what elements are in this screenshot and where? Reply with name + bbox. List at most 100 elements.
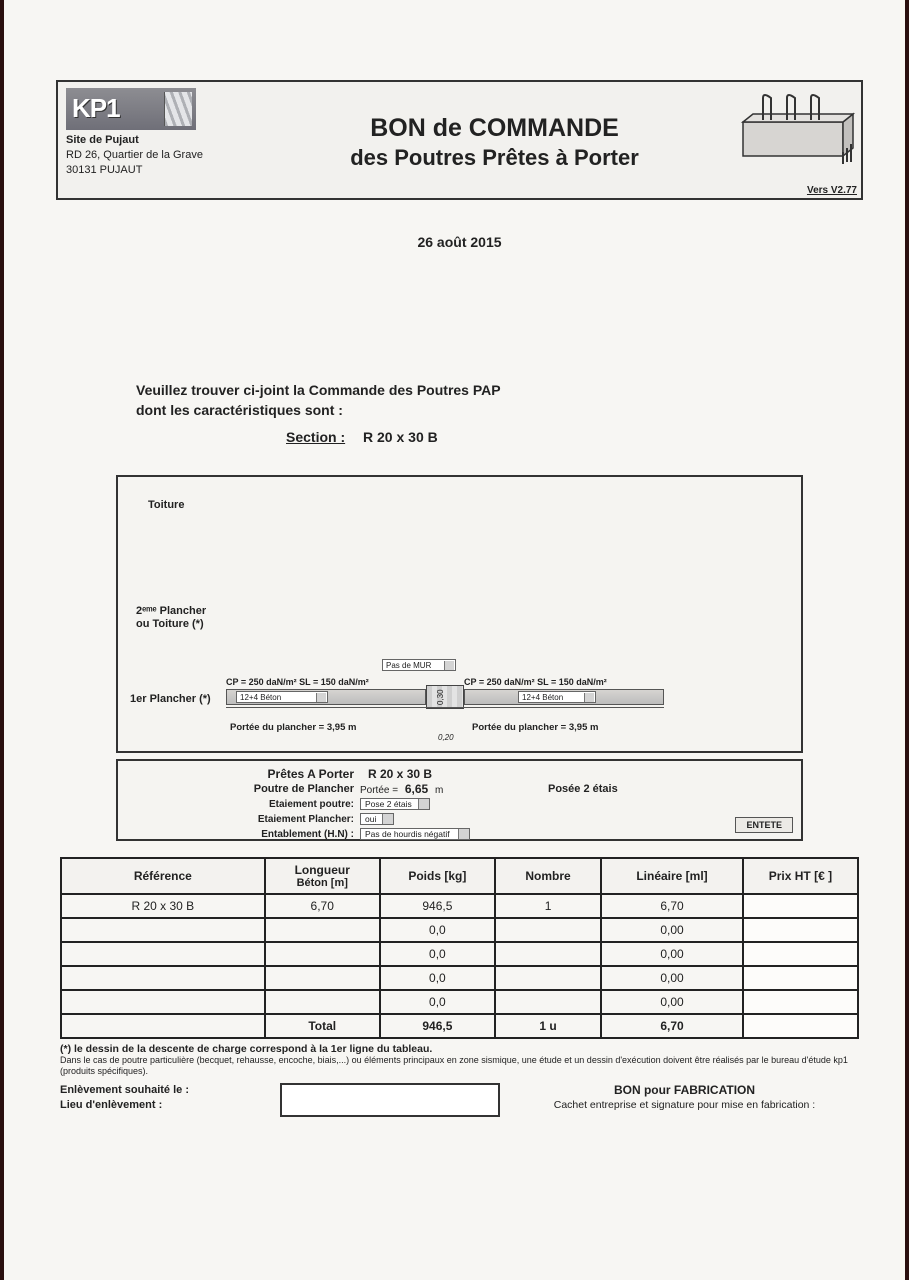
logo-stripes-icon — [164, 92, 192, 126]
etai-plancher-label: Etaiement Plancher: — [128, 814, 360, 825]
load-diagram: Toiture 2ᵉᵐᵉ Plancher ou Toiture (*) 1er… — [116, 475, 803, 753]
header-title: BON de COMMANDE des Poutres Prêtes à Por… — [258, 82, 731, 198]
site-addr1: RD 26, Quartier de la Grave — [66, 148, 250, 163]
entablement-label: Entablement (H.N) : — [128, 829, 360, 840]
footnote: (*) le dessin de la descente de charge c… — [60, 1043, 859, 1077]
enlevement-lieu-label: Lieu d'enlèvement : — [60, 1098, 270, 1113]
th-longueur-sub: Béton [m] — [272, 877, 373, 889]
cell-prix — [743, 918, 858, 942]
cell-lineaire: 0,00 — [601, 966, 743, 990]
document-date: 26 août 2015 — [56, 234, 863, 250]
select-etai-plancher[interactable]: oui — [360, 813, 394, 825]
loads-left: CP = 250 daN/m² SL = 150 daN/m² — [226, 677, 369, 687]
loads-right: CP = 250 daN/m² SL = 150 daN/m² — [464, 677, 607, 687]
delivery-block: Enlèvement souhaité le : Lieu d'enlèveme… — [60, 1083, 859, 1117]
footnote-line1: (*) le dessin de la descente de charge c… — [60, 1043, 859, 1056]
table-row: 0,00,00 — [61, 918, 858, 942]
footnote-line2: Dans le cas de poutre particulière (becq… — [60, 1055, 859, 1077]
cell-longueur — [265, 942, 380, 966]
cell-longueur — [265, 966, 380, 990]
cell-prix — [743, 894, 858, 918]
summary-poutre: Poutre de Plancher — [128, 783, 360, 795]
cell-prix — [743, 966, 858, 990]
cell-lineaire: 0,00 — [601, 918, 743, 942]
intro-line2: dont les caractéristiques sont : — [136, 400, 863, 420]
cell-total-lineaire: 6,70 — [601, 1014, 743, 1038]
document-page: KP1 Site de Pujaut RD 26, Quartier de la… — [0, 0, 909, 1280]
intro-line1: Veuillez trouver ci-joint la Commande de… — [136, 380, 863, 400]
cell-ref — [61, 942, 265, 966]
th-longueur-t: Longueur — [295, 863, 350, 877]
posee-label: Posée 2 étais — [548, 783, 618, 795]
table-total-row: Total946,51 u6,70 — [61, 1014, 858, 1038]
label-toiture: Toiture — [148, 499, 184, 511]
cell-nombre — [495, 918, 601, 942]
cell-prix — [743, 942, 858, 966]
version-label: Vers V2.77 — [807, 185, 857, 196]
title-line1: BON de COMMANDE — [258, 114, 731, 143]
cell-lineaire: 0,00 — [601, 942, 743, 966]
portee-value: 6,65 — [405, 782, 428, 796]
cell-lineaire: 6,70 — [601, 894, 743, 918]
logo-text: KP1 — [72, 91, 120, 126]
summary-pret: Prêtes A Porter — [128, 767, 360, 781]
cell-longueur: 6,70 — [265, 894, 380, 918]
cell-nombre — [495, 942, 601, 966]
dim-height: 0,30 — [436, 689, 445, 705]
cell-total-prix — [743, 1014, 858, 1038]
th-longueur: Longueur Béton [m] — [265, 858, 380, 894]
cell-prix — [743, 990, 858, 1014]
cell-nombre — [495, 990, 601, 1014]
select-block-left[interactable]: 12+4 Béton — [236, 691, 328, 703]
cell-total-label: Total — [265, 1014, 380, 1038]
site-addr2: 30131 PUJAUT — [66, 163, 250, 178]
select-block-right[interactable]: 12+4 Béton — [518, 691, 596, 703]
header-box: KP1 Site de Pujaut RD 26, Quartier de la… — [56, 80, 863, 200]
cell-poids: 0,0 — [380, 966, 495, 990]
cell-total-nombre: 1 u — [495, 1014, 601, 1038]
th-nombre: Nombre — [495, 858, 601, 894]
table-row: 0,0 0,00 — [61, 966, 858, 990]
header-left: KP1 Site de Pujaut RD 26, Quartier de la… — [58, 82, 258, 198]
beam-icon — [739, 88, 857, 168]
cell-ref: R 20 x 30 B — [61, 894, 265, 918]
select-entablement[interactable]: Pas de hourdis négatif — [360, 828, 470, 840]
summary-box: Prêtes A Porter R 20 x 30 B Poutre de Pl… — [116, 759, 803, 841]
select-mur[interactable]: Pas de MUR — [382, 659, 456, 671]
table-row: R 20 x 30 B6,70946,516,70 — [61, 894, 858, 918]
label-plancher1: 1er Plancher (*) — [130, 693, 211, 705]
cell-poids: 0,0 — [380, 990, 495, 1014]
th-prix: Prix HT [€ ] — [743, 858, 858, 894]
cell-longueur — [265, 990, 380, 1014]
summary-section: R 20 x 30 B — [360, 767, 432, 781]
label-plancher2: 2ᵉᵐᵉ Plancher ou Toiture (*) — [136, 605, 206, 631]
dimension-line — [226, 707, 664, 708]
th-poids: Poids [kg] — [380, 858, 495, 894]
cell-longueur — [265, 918, 380, 942]
select-etai-poutre[interactable]: Pose 2 étais — [360, 798, 430, 810]
portee-right: Portée du plancher = 3,95 m — [472, 722, 598, 733]
cell-total-poids: 946,5 — [380, 1014, 495, 1038]
etai-poutre-label: Etaiement poutre: — [128, 799, 360, 810]
cell-ref — [61, 1014, 265, 1038]
cell-poids: 946,5 — [380, 894, 495, 918]
enlevement-date-label: Enlèvement souhaité le : — [60, 1083, 270, 1098]
dim-width: 0,20 — [438, 733, 454, 742]
section-line: Section : R 20 x 30 B — [286, 427, 863, 447]
beam-cross-section — [426, 685, 464, 709]
enlevement-input-box[interactable] — [280, 1083, 500, 1117]
entete-button[interactable]: ENTETE — [735, 817, 793, 833]
table-row: 0,0 0,00 — [61, 990, 858, 1014]
bon-fabrication-title: BON pour FABRICATION — [510, 1083, 859, 1099]
cell-ref — [61, 966, 265, 990]
cell-nombre: 1 — [495, 894, 601, 918]
logo: KP1 — [66, 88, 196, 130]
cell-lineaire: 0,00 — [601, 990, 743, 1014]
cachet-label: Cachet entreprise et signature pour mise… — [510, 1099, 859, 1113]
th-reference: Référence — [61, 858, 265, 894]
portee-left: Portée du plancher = 3,95 m — [230, 722, 356, 733]
cell-ref — [61, 918, 265, 942]
section-label: Section : — [286, 429, 345, 445]
table-row: 0,00,00 — [61, 942, 858, 966]
cell-nombre — [495, 966, 601, 990]
